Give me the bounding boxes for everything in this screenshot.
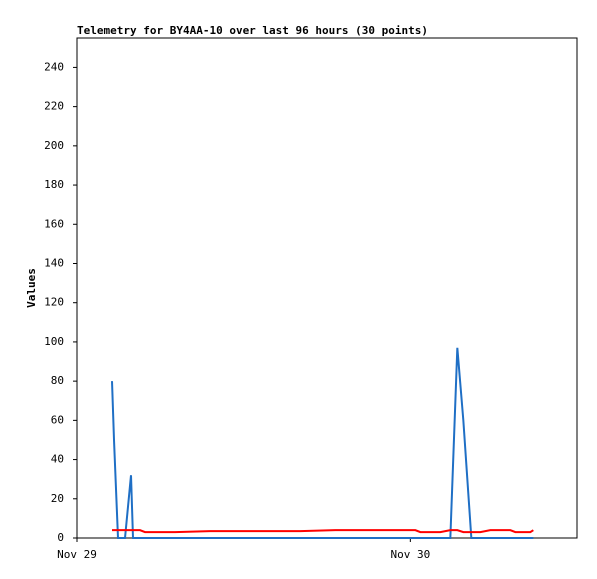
y-tick-label: 20 [51, 492, 64, 505]
y-tick-label: 0 [57, 531, 64, 544]
x-tick-label: Nov 30 [390, 548, 430, 561]
y-tick-label: 220 [44, 100, 64, 113]
y-tick-label: 40 [51, 453, 64, 466]
chart-title: Telemetry for BY4AA-10 over last 96 hour… [77, 24, 428, 37]
series-line [111, 347, 534, 539]
y-axis-label: Values [25, 268, 38, 308]
y-tick-label: 180 [44, 178, 64, 191]
y-tick-label: 200 [44, 139, 64, 152]
y-tick-label: 160 [44, 217, 64, 230]
plot-frame [76, 37, 578, 539]
series-line [112, 529, 534, 534]
x-tick-label: Nov 29 [57, 548, 97, 561]
y-tick-label: 120 [44, 296, 64, 309]
y-tick-label: 100 [44, 335, 64, 348]
y-tick-label: 140 [44, 256, 64, 269]
y-tick-label: 60 [51, 413, 64, 426]
y-tick-label: 240 [44, 60, 64, 73]
y-tick-label: 80 [51, 374, 64, 387]
